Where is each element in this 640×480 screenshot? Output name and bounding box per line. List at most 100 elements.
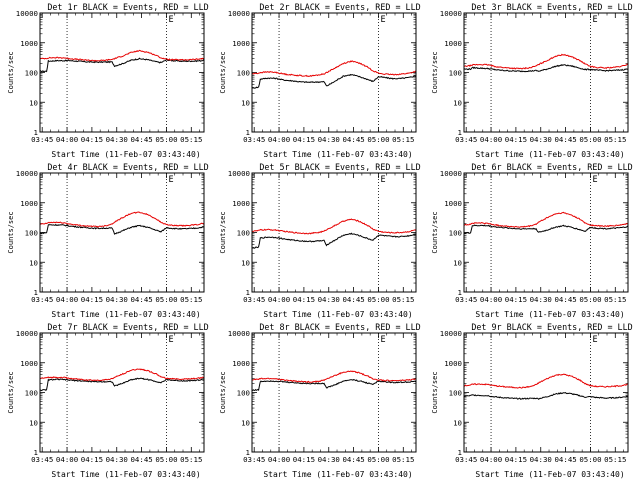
x-tick-label: 04:45 [130, 135, 152, 144]
x-tick-label: 05:15 [392, 455, 414, 464]
x-tick-label: 03:45 [243, 135, 265, 144]
y-tick-label: 100 [237, 229, 250, 238]
lld-series [463, 211, 629, 228]
y-tick-label: 10000 [16, 329, 38, 338]
detector-panel-2: Det 2r BLACK = Events, RED = LLD Counts/s… [219, 2, 421, 159]
events-series [463, 224, 629, 235]
detector-panel-6: Det 6r BLACK = Events, RED = LLD Counts/s… [431, 162, 633, 319]
y-tick-label: 10 [29, 258, 38, 267]
x-axis-label: Start Time (11-Feb-07 03:43:40) [51, 470, 200, 479]
x-tick-label: 04:15 [293, 295, 315, 304]
y-tick-label: 1 [34, 448, 38, 457]
x-tick-label: 05:15 [604, 295, 626, 304]
x-tick-label: 04:30 [106, 295, 128, 304]
y-tick-label: 100 [25, 69, 38, 78]
x-tick-label: 04:45 [554, 455, 576, 464]
e-marker-label: E [592, 335, 597, 345]
plot-frame [251, 332, 417, 453]
panel-title: Det 5r BLACK = Events, RED = LLD [259, 162, 420, 172]
x-axis-label: Start Time (11-Feb-07 03:43:40) [475, 310, 624, 319]
y-tick-label: 100 [25, 389, 38, 398]
detector-panel-5: Det 5r BLACK = Events, RED = LLD Counts/s… [219, 162, 421, 319]
y-tick-label: 10 [29, 98, 38, 107]
y-axis-label: Counts/sec [431, 211, 439, 253]
plot-frame [251, 12, 417, 133]
x-axis-label: Start Time (11-Feb-07 03:43:40) [475, 150, 624, 159]
y-tick-label: 10 [241, 98, 250, 107]
y-tick-label: 1000 [444, 199, 462, 208]
panel-title: Det 3r BLACK = Events, RED = LLD [471, 2, 632, 12]
x-tick-label: 04:30 [318, 135, 340, 144]
y-tick-label: 10 [453, 258, 462, 267]
y-tick-label: 10 [453, 418, 462, 427]
plot-frame [39, 332, 205, 453]
x-tick-label: 04:45 [130, 295, 152, 304]
y-tick-label: 100 [449, 389, 462, 398]
x-tick-label: 04:00 [480, 295, 502, 304]
x-tick-label: 04:45 [342, 455, 364, 464]
y-tick-label: 1000 [20, 199, 38, 208]
y-tick-label: 1000 [444, 39, 462, 48]
x-axis-label: Start Time (11-Feb-07 03:43:40) [51, 310, 200, 319]
x-tick-label: 05:15 [180, 295, 202, 304]
y-tick-label: 1 [34, 288, 38, 297]
x-tick-label: 03:45 [31, 295, 53, 304]
panel-title: Det 6r BLACK = Events, RED = LLD [471, 162, 632, 172]
x-tick-label: 03:45 [455, 455, 477, 464]
events-series [463, 64, 629, 73]
x-tick-label: 04:45 [554, 295, 576, 304]
e-marker-label: E [168, 335, 173, 345]
y-tick-label: 1000 [232, 39, 250, 48]
y-tick-label: 10000 [440, 169, 462, 178]
panel-title: Det 4r BLACK = Events, RED = LLD [47, 162, 208, 172]
y-tick-label: 100 [237, 69, 250, 78]
x-tick-label: 03:45 [243, 455, 265, 464]
x-tick-label: 04:30 [530, 455, 552, 464]
y-axis-label: Counts/sec [219, 51, 227, 93]
events-series [39, 377, 205, 392]
plot-frame [463, 172, 629, 293]
plot-frame [463, 12, 629, 133]
x-tick-label: 05:00 [579, 135, 601, 144]
x-tick-label: 03:45 [455, 135, 477, 144]
x-tick-label: 05:15 [604, 455, 626, 464]
y-tick-label: 100 [449, 69, 462, 78]
x-tick-label: 04:45 [342, 135, 364, 144]
x-tick-label: 05:00 [579, 295, 601, 304]
x-tick-label: 05:15 [180, 135, 202, 144]
x-tick-label: 04:15 [505, 455, 527, 464]
x-tick-label: 05:00 [367, 135, 389, 144]
y-tick-label: 1000 [20, 359, 38, 368]
y-axis-label: Counts/sec [7, 371, 15, 413]
x-tick-label: 04:15 [505, 295, 527, 304]
panel-title: Det 9r BLACK = Events, RED = LLD [471, 322, 632, 332]
x-tick-label: 04:45 [554, 135, 576, 144]
x-tick-label: 04:15 [81, 135, 103, 144]
x-tick-label: 04:00 [480, 135, 502, 144]
x-tick-label: 05:00 [579, 455, 601, 464]
lld-series [39, 211, 205, 228]
detector-panel-4: Det 4r BLACK = Events, RED = LLD Counts/s… [7, 162, 209, 319]
x-tick-label: 05:00 [367, 295, 389, 304]
panel-title: Det 8r BLACK = Events, RED = LLD [259, 322, 420, 332]
plot-frame [39, 172, 205, 293]
y-tick-label: 1 [458, 128, 462, 137]
y-tick-label: 10000 [228, 329, 250, 338]
y-tick-label: 100 [449, 229, 462, 238]
lld-series [39, 49, 205, 62]
x-tick-label: 04:15 [293, 135, 315, 144]
x-tick-label: 04:00 [268, 295, 290, 304]
x-tick-label: 04:00 [268, 455, 290, 464]
y-tick-label: 100 [237, 389, 250, 398]
events-series [251, 379, 417, 392]
x-tick-label: 04:15 [505, 135, 527, 144]
lld-series [251, 60, 417, 78]
x-tick-label: 04:00 [56, 295, 78, 304]
x-tick-label: 04:45 [342, 295, 364, 304]
e-marker-label: E [592, 175, 597, 185]
detector-panel-8: Det 8r BLACK = Events, RED = LLD Counts/s… [219, 322, 421, 479]
x-tick-label: 04:15 [81, 455, 103, 464]
events-series [39, 57, 205, 73]
x-tick-label: 04:00 [56, 135, 78, 144]
